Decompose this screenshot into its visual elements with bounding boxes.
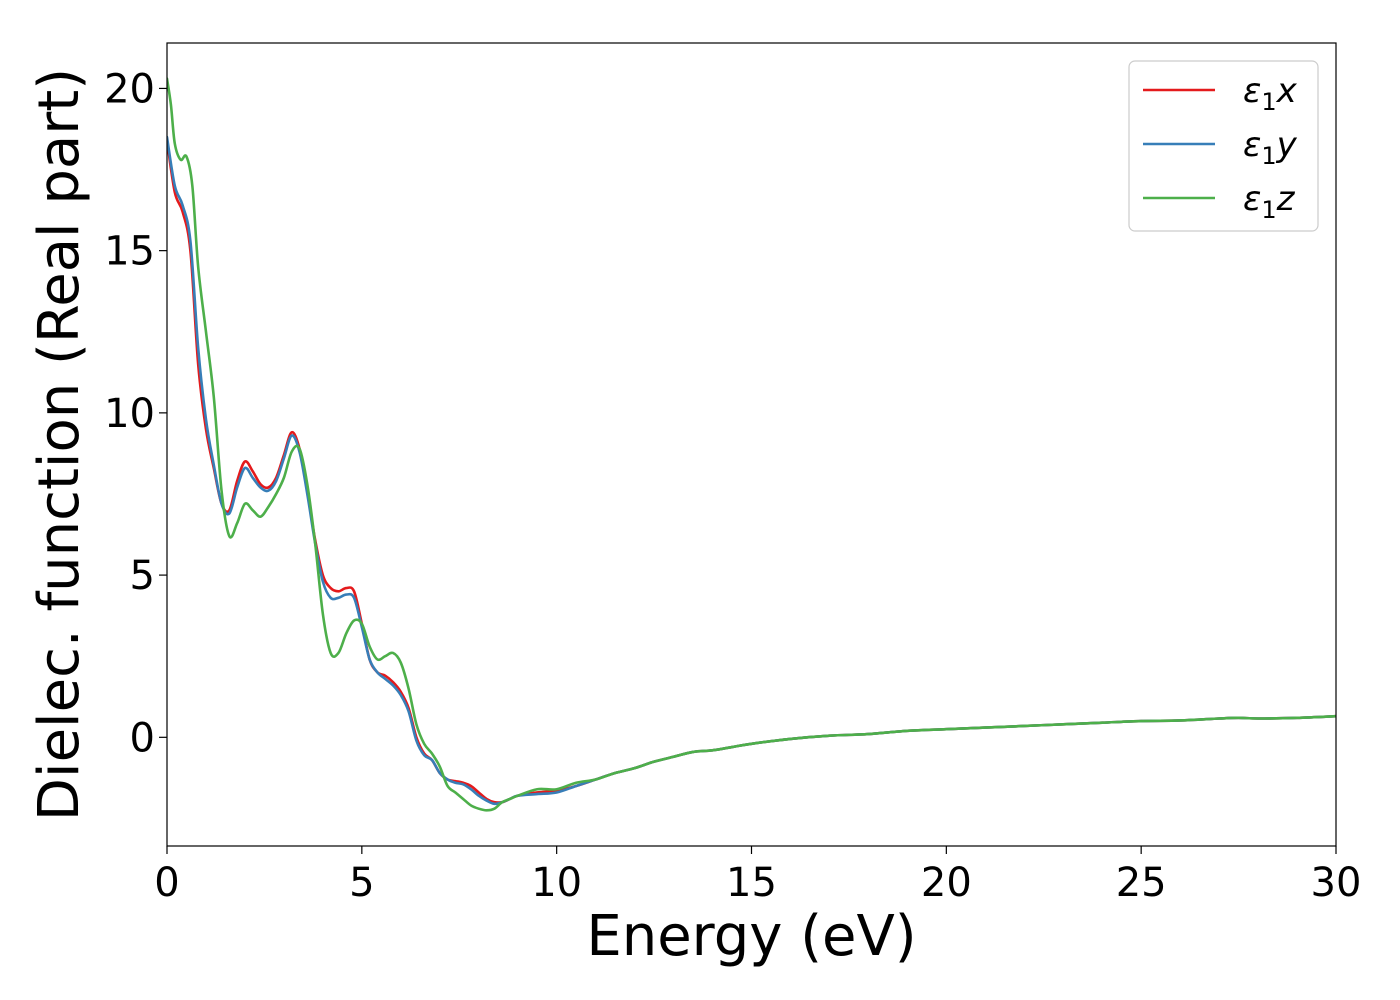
legend-symbol: ε <box>1243 71 1261 111</box>
x-tick-label: 10 <box>531 860 582 906</box>
x-tick-label: 30 <box>1311 860 1362 906</box>
legend-variable: z <box>1276 179 1296 219</box>
x-axis-label: Energy (eV) <box>586 904 916 969</box>
legend-symbol: ε <box>1243 179 1261 219</box>
y-tick-label: 5 <box>130 553 155 599</box>
legend-variable: x <box>1276 71 1298 111</box>
legend-symbol: ε <box>1243 125 1261 165</box>
legend-subscript: 1 <box>1261 196 1276 224</box>
x-tick-label: 15 <box>726 860 777 906</box>
legend-variable: y <box>1276 125 1298 165</box>
series-line-y <box>167 135 1336 806</box>
legend-entry-y: ε1y <box>1243 125 1298 170</box>
legend-subscript: 1 <box>1261 142 1276 170</box>
legend-entry-x: ε1x <box>1243 71 1298 116</box>
ticks-layer: 0 5 10 15 20 25 30 0 5 10 15 20 <box>104 66 1361 906</box>
y-tick-label: 10 <box>104 391 155 437</box>
legend-entry-z: ε1z <box>1243 179 1296 224</box>
y-tick-label: 0 <box>130 715 155 761</box>
x-tick-label: 5 <box>349 860 374 906</box>
x-tick-label: 20 <box>921 860 972 906</box>
x-tick-label: 25 <box>1116 860 1167 906</box>
series-layer <box>167 77 1336 812</box>
y-axis-label: Dielec. function (Real part) <box>27 68 92 821</box>
series-line-x <box>167 139 1336 804</box>
y-tick-label: 15 <box>104 229 155 275</box>
x-tick-label: 0 <box>154 860 179 906</box>
series-line-z <box>167 77 1336 812</box>
legend-box <box>1128 60 1319 232</box>
y-tick-label: 20 <box>104 66 155 112</box>
legend-subscript: 1 <box>1261 88 1276 116</box>
